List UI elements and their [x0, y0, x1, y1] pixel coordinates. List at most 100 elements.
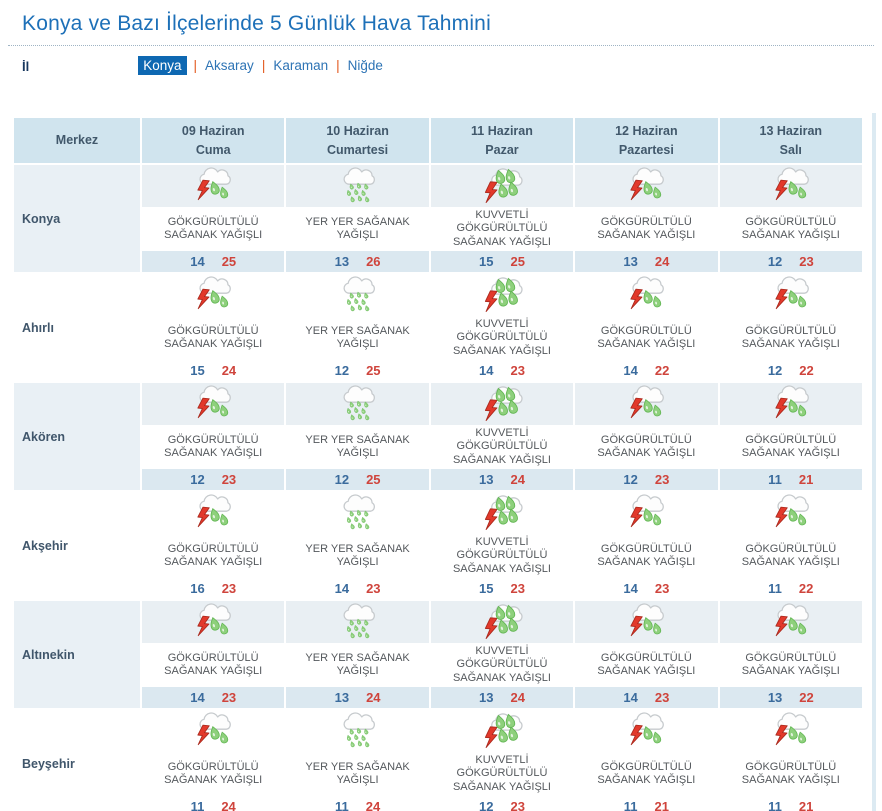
weather-description: YER YER SAĞANAK YAĞIŞLI — [286, 534, 429, 578]
forecast-cell: GÖKGÜRÜLTÜLÜ SAĞANAK YAĞIŞLI 13 22 — [719, 601, 862, 708]
tab-ni-de[interactable]: Niğde — [347, 58, 383, 73]
day-header-weekday: Pazar — [485, 142, 519, 157]
temperature-pair: 11 21 — [719, 796, 862, 811]
thunderstorm-icon — [575, 492, 718, 534]
weather-description: GÖKGÜRÜLTÜLÜ SAĞANAK YAĞIŞLI — [575, 643, 718, 687]
day-header-date: 09 Haziran — [181, 124, 245, 139]
thunderstorm-icon — [719, 165, 862, 207]
district-name: Akören — [14, 383, 140, 490]
day-header-date: 13 Haziran — [759, 124, 823, 139]
tab-konya[interactable]: Konya — [138, 56, 187, 75]
min-temperature: 14 — [623, 363, 638, 378]
min-temperature: 12 — [767, 254, 783, 269]
forecast-body: Konya GÖKGÜRÜLTÜLÜ SAĞANAK YAĞIŞLI 14 25 YER… — [14, 165, 862, 811]
district-name: Akşehir — [14, 492, 140, 599]
temperature-pair: 16 23 — [142, 578, 285, 599]
forecast-cell: YER YER SAĞANAK YAĞIŞLI 13 26 — [286, 165, 429, 272]
forecast-row-alt-nekin: Altınekin GÖKGÜRÜLTÜLÜ SAĞANAK YAĞIŞLI 14 2… — [14, 601, 862, 708]
min-temperature: 11 — [768, 581, 782, 596]
min-temperature: 11 — [768, 472, 782, 487]
province-filter-row: İl Konya | Aksaray | Karaman | Niğde — [22, 56, 882, 80]
max-temperature: 23 — [221, 690, 237, 705]
weather-description: GÖKGÜRÜLTÜLÜ SAĞANAK YAĞIŞLI — [719, 752, 862, 796]
temperature-pair: 15 23 — [430, 578, 574, 599]
min-temperature: 13 — [334, 690, 350, 705]
max-temperature: 23 — [799, 254, 814, 269]
weather-description: GÖKGÜRÜLTÜLÜ SAĞANAK YAĞIŞLI — [719, 425, 862, 469]
weather-description: YER YER SAĞANAK YAĞIŞLI — [286, 316, 429, 360]
forecast-cell: GÖKGÜRÜLTÜLÜ SAĞANAK YAĞIŞLI 12 23 — [142, 383, 285, 490]
max-temperature: 23 — [510, 363, 525, 378]
min-temperature: 12 — [623, 472, 638, 487]
temperature-pair: 12 22 — [719, 360, 862, 381]
province-tabs: Konya | Aksaray | Karaman | Niğde — [138, 56, 384, 75]
weather-description: YER YER SAĞANAK YAĞIŞLI — [286, 425, 429, 469]
title-separator — [8, 45, 874, 46]
min-temperature: 12 — [767, 363, 783, 378]
day-header-weekday: Cuma — [195, 142, 231, 157]
weather-description: KUVVETLİ GÖKGÜRÜLTÜLÜ SAĞANAK YAĞIŞLI — [430, 316, 574, 360]
max-temperature: 24 — [510, 472, 525, 487]
min-temperature: 16 — [190, 581, 205, 596]
max-temperature: 24 — [654, 254, 670, 269]
temperature-pair: 13 26 — [286, 251, 429, 272]
forecast-row-ah-rl-: Ahırlı GÖKGÜRÜLTÜLÜ SAĞANAK YAĞIŞLI 15 24 YE… — [14, 274, 862, 381]
min-temperature: 11 — [768, 799, 782, 811]
temperature-pair: 12 25 — [286, 469, 429, 490]
rain-icon — [286, 383, 429, 425]
forecast-cell: GÖKGÜRÜLTÜLÜ SAĞANAK YAĞIŞLI 14 23 — [575, 492, 718, 599]
max-temperature: 22 — [798, 581, 814, 596]
min-temperature: 11 — [334, 799, 349, 811]
district-name: Konya — [14, 165, 140, 272]
heavy-thunderstorm-icon — [430, 492, 574, 534]
forecast-cell: GÖKGÜRÜLTÜLÜ SAĞANAK YAĞIŞLI 14 22 — [575, 274, 718, 381]
heavy-thunderstorm-icon — [430, 710, 574, 752]
weather-description: YER YER SAĞANAK YAĞIŞLI — [286, 207, 429, 251]
min-temperature: 15 — [479, 581, 494, 596]
day-header-09-haziran: 09 Haziran Cuma — [142, 118, 285, 163]
max-temperature: 22 — [799, 690, 814, 705]
day-header-weekday: Pazartesi — [618, 142, 674, 157]
tab-separator: | — [261, 58, 266, 73]
weather-description: GÖKGÜRÜLTÜLÜ SAĞANAK YAĞIŞLI — [575, 752, 718, 796]
weather-description: GÖKGÜRÜLTÜLÜ SAĞANAK YAĞIŞLI — [142, 643, 285, 687]
tab-aksaray[interactable]: Aksaray — [205, 58, 254, 73]
min-temperature: 13 — [334, 254, 350, 269]
min-temperature: 15 — [479, 254, 494, 269]
tab-karaman[interactable]: Karaman — [273, 58, 329, 73]
weather-description: KUVVETLİ GÖKGÜRÜLTÜLÜ SAĞANAK YAĞIŞLI — [430, 425, 574, 469]
temperature-pair: 11 24 — [142, 796, 285, 811]
max-temperature: 25 — [510, 254, 525, 269]
max-temperature: 22 — [654, 363, 670, 378]
temperature-pair: 12 23 — [430, 796, 574, 811]
heavy-thunderstorm-icon — [430, 274, 574, 316]
temperature-pair: 14 23 — [575, 578, 718, 599]
max-temperature: 24 — [221, 363, 237, 378]
weather-description: GÖKGÜRÜLTÜLÜ SAĞANAK YAĞIŞLI — [142, 534, 285, 578]
min-temperature: 12 — [334, 363, 350, 378]
min-temperature: 14 — [479, 363, 494, 378]
thunderstorm-icon — [142, 383, 285, 425]
thunderstorm-icon — [142, 492, 285, 534]
day-header-13-haziran: 13 Haziran Salı — [719, 118, 862, 163]
max-temperature: 22 — [799, 363, 814, 378]
day-header-weekday: Salı — [779, 142, 802, 157]
weather-description: GÖKGÜRÜLTÜLÜ SAĞANAK YAĞIŞLI — [719, 316, 862, 360]
thunderstorm-icon — [719, 383, 862, 425]
temperature-pair: 15 25 — [430, 251, 574, 272]
max-temperature: 23 — [366, 581, 381, 596]
min-temperature: 14 — [334, 581, 350, 596]
rain-icon — [286, 165, 429, 207]
weather-description: YER YER SAĞANAK YAĞIŞLI — [286, 643, 429, 687]
forecast-cell: YER YER SAĞANAK YAĞIŞLI 12 25 — [286, 383, 429, 490]
weather-description: GÖKGÜRÜLTÜLÜ SAĞANAK YAĞIŞLI — [142, 425, 285, 469]
forecast-cell: GÖKGÜRÜLTÜLÜ SAĞANAK YAĞIŞLI 11 24 — [142, 710, 285, 811]
max-temperature: 24 — [365, 799, 381, 811]
thunderstorm-icon — [575, 383, 718, 425]
forecast-cell: KUVVETLİ GÖKGÜRÜLTÜLÜ SAĞANAK YAĞIŞLI 15 2… — [430, 492, 574, 599]
forecast-cell: GÖKGÜRÜLTÜLÜ SAĞANAK YAĞIŞLI 16 23 — [142, 492, 285, 599]
district-name: Beyşehir — [14, 710, 140, 811]
tab-separator: | — [193, 58, 198, 73]
min-temperature: 14 — [623, 581, 638, 596]
temperature-pair: 14 23 — [142, 687, 285, 708]
